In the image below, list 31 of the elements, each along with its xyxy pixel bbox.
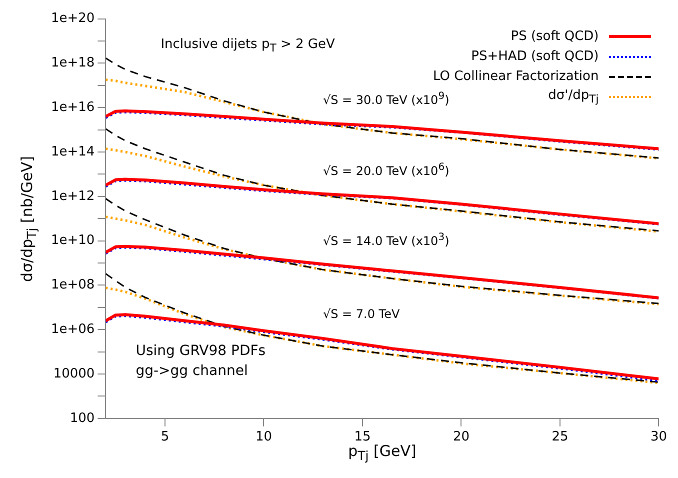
- line-series: [106, 216, 659, 306]
- x-axis-title: p$_{Tj}$ [GeV]: [348, 442, 416, 464]
- legend-label: dσ'/dp$_{Tj}$: [548, 88, 599, 106]
- y-tick-label: 1e+14: [50, 144, 95, 160]
- y-tick-label: 1e+12: [50, 188, 95, 204]
- line-series: [106, 128, 659, 232]
- x-tick-label: 10: [255, 430, 272, 445]
- legend-label: PS (soft QCD): [510, 29, 599, 44]
- annotation: √S = 14.0 TeV (x10$^{3}$): [322, 232, 450, 248]
- legend-label: PS+HAD (soft QCD): [471, 49, 599, 64]
- x-tick-label: 20: [452, 430, 470, 445]
- x-tick-label: 5: [160, 430, 170, 445]
- x-tick-label: 30: [650, 430, 667, 445]
- x-tick-label: 25: [552, 430, 568, 445]
- y-tick-label: 1e+10: [50, 233, 95, 248]
- line-series: [106, 198, 659, 304]
- y-tick-label: 1e+06: [50, 322, 95, 337]
- y-tick-label: 1e+16: [50, 100, 95, 115]
- annotation: gg->gg channel: [136, 363, 248, 380]
- y-tick-label: 100: [70, 410, 95, 426]
- legend-label: LO Collinear Factorization: [432, 69, 599, 84]
- annotation: √S = 30.0 TeV (x10$^{9}$): [322, 91, 450, 108]
- text: Inclusive dijets p$_{T}$ > 2 GeV: [160, 36, 335, 54]
- annotation: √S = 20.0 TeV (x10$^{6}$): [322, 162, 450, 178]
- y-tick-label: 1e+08: [50, 278, 95, 293]
- y-tick-label: 1e+18: [50, 56, 95, 71]
- y-tick-label: 1e+20: [50, 11, 95, 26]
- y-tick-label: 10000: [53, 366, 95, 382]
- annotation: √S = 7.0 TeV: [322, 307, 400, 322]
- annotation: Using GRV98 PDFs: [136, 343, 266, 360]
- x-tick-label: 15: [354, 430, 371, 445]
